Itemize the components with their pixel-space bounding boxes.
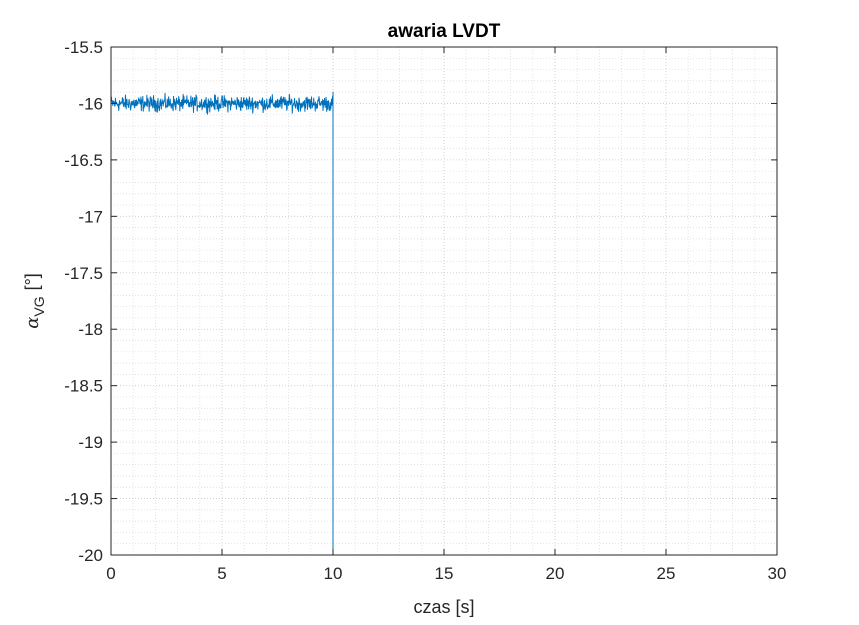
x-tick-label: 30 (768, 564, 787, 583)
y-tick-label: -16.5 (64, 151, 103, 170)
x-tick-label: 10 (324, 564, 343, 583)
chart-title: awaria LVDT (388, 21, 501, 42)
y-axis-unit: [°] (22, 273, 42, 290)
x-axis-title: czas [s] (413, 597, 474, 617)
series-line (110, 91, 777, 556)
y-tick-label: -18 (78, 320, 103, 339)
y-tick-label: -19 (78, 433, 103, 452)
series-layer (110, 91, 777, 556)
y-tick-label: -19.5 (64, 490, 103, 509)
y-tick-label: -16 (78, 94, 103, 113)
y-tick-label: -18.5 (64, 377, 103, 396)
y-tick-label: -17.5 (64, 264, 103, 283)
x-tick-label: 5 (217, 564, 226, 583)
y-axis-subscript: VG (31, 296, 47, 316)
axes-background (111, 47, 777, 555)
svg-text:αVG[°]: αVG [°] (22, 273, 47, 329)
x-tick-label: 0 (106, 564, 115, 583)
y-axis-title: αVG [°] (22, 273, 47, 329)
y-tick-label: -15.5 (64, 38, 103, 57)
y-tick-label: -17 (78, 207, 103, 226)
axis-ticks (110, 46, 778, 556)
y-axis-symbol: α (22, 317, 43, 329)
x-tick-labels: 0 5 10 15 20 25 30 (106, 564, 786, 583)
y-tick-label: -20 (78, 546, 103, 565)
x-tick-label: 25 (657, 564, 676, 583)
x-tick-label: 15 (435, 564, 454, 583)
y-tick-labels: -20 -19.5 -19 -18.5 -18 -17.5 -17 -16.5 -16 -15.5 (64, 38, 103, 565)
x-tick-label: 20 (546, 564, 565, 583)
plot-area (110, 46, 778, 556)
